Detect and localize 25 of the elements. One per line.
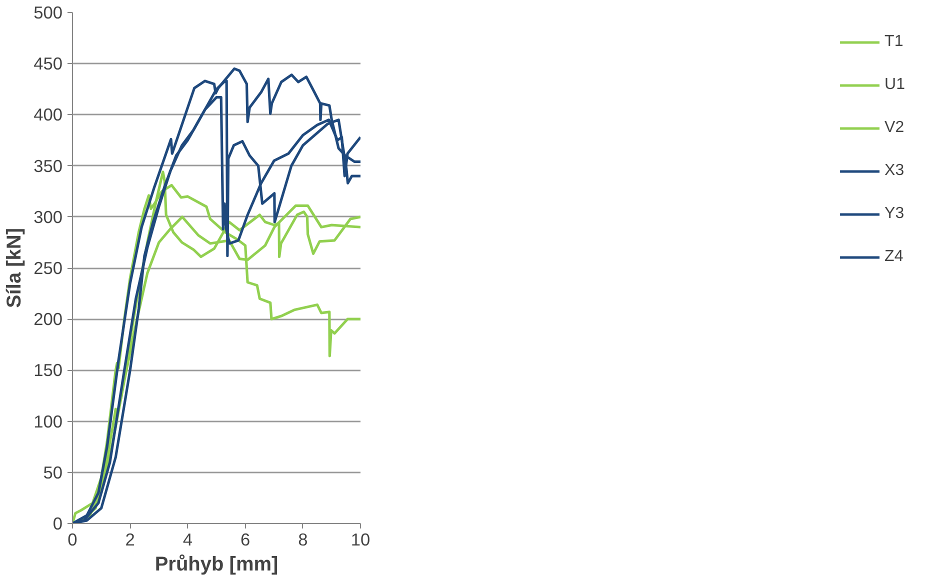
legend-label: T1 — [884, 33, 904, 51]
legend-label: Y3 — [884, 205, 905, 223]
x-tick-label: 6 — [240, 530, 250, 550]
y-tick-label: 500 — [34, 2, 63, 22]
y-tick-label: 350 — [34, 156, 63, 176]
y-tick-label: 400 — [34, 104, 63, 125]
y-tick-label: 200 — [34, 309, 63, 330]
y-tick-label: 0 — [52, 514, 63, 534]
y-tick-label: 50 — [43, 462, 63, 482]
legend-label: Z4 — [884, 248, 904, 266]
y-tick-label: 450 — [34, 54, 63, 74]
legend-label: V2 — [884, 119, 905, 137]
x-axis-title: Průhyb [mm] — [154, 554, 278, 576]
legend-label: U1 — [884, 76, 905, 94]
y-tick-label: 300 — [34, 206, 63, 227]
y-tick-label: 150 — [34, 360, 63, 380]
legend-label: X3 — [884, 162, 905, 180]
x-tick-label: 2 — [125, 530, 135, 550]
x-tick-label: 4 — [182, 530, 193, 550]
x-tick-label: 10 — [350, 530, 370, 550]
x-tick-label: 0 — [68, 530, 78, 550]
y-axis-title: Síla [kN] — [4, 228, 26, 308]
x-tick-label: 8 — [298, 530, 308, 550]
y-tick-label: 250 — [34, 258, 63, 278]
y-tick-label: 100 — [34, 411, 63, 432]
